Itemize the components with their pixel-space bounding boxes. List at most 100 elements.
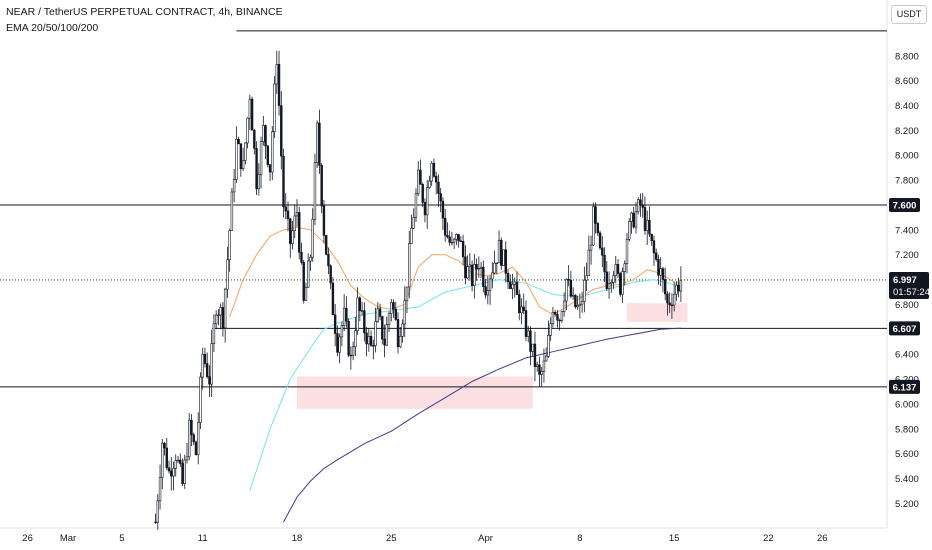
candle-body-227 (663, 279, 667, 295)
candle-body-155 (502, 249, 505, 266)
price-tick-5: 7.800 (895, 176, 919, 187)
candle-body-73 (318, 122, 321, 166)
candle-body-106 (392, 302, 395, 310)
candle-body-123 (430, 162, 433, 182)
time-tick-8: 15 (669, 533, 680, 544)
candle-body-113 (408, 243, 411, 288)
candle-body-77 (327, 254, 330, 267)
candle-body-214 (634, 211, 638, 228)
candle-body-16 (190, 419, 193, 436)
time-tick-4: 18 (292, 533, 303, 544)
candle-body-67 (304, 286, 308, 301)
candle-body-189 (578, 303, 582, 306)
candle-body-179 (556, 314, 559, 321)
price-tick-8: 7.200 (895, 250, 919, 261)
candle-body-217 (641, 204, 644, 208)
candle-body-27 (214, 314, 218, 325)
candle-body-72 (315, 122, 319, 163)
price-tick-0: 8.800 (895, 51, 919, 62)
candle-body-199 (601, 247, 604, 256)
candle-body-56 (280, 105, 283, 157)
candle-body-184 (567, 279, 570, 281)
candle-body-186 (571, 294, 575, 297)
currency-button[interactable]: USDT (891, 5, 927, 24)
candle-body-185 (569, 279, 573, 297)
candle-body-51 (268, 164, 272, 173)
candle-body-81 (336, 333, 339, 353)
candle-body-105 (390, 302, 393, 314)
candle-body-219 (646, 219, 649, 231)
price-tick-1: 8.600 (895, 76, 919, 87)
candle-body-85 (345, 307, 348, 322)
candle-body-111 (403, 300, 406, 325)
candle-body-99 (376, 308, 380, 322)
candle-body-7 (170, 470, 173, 477)
price-tick-7: 7.400 (895, 225, 919, 236)
candle-body-22 (203, 353, 207, 364)
candle-body-110 (401, 323, 404, 337)
demand-zones (296, 303, 688, 409)
candle-body-0 (154, 521, 157, 524)
candle-body-143 (475, 263, 478, 270)
candle-body-194 (589, 244, 593, 251)
candle-body-26 (212, 323, 216, 344)
candle-body-53 (273, 83, 276, 133)
candle-body-215 (637, 199, 640, 212)
zone-1 (627, 303, 688, 322)
candle-body-43 (250, 98, 254, 131)
candle-body-8 (172, 468, 175, 477)
candle-body-131 (448, 236, 451, 243)
candle-body-33 (228, 230, 231, 261)
candle-body-221 (650, 233, 653, 242)
price-tick-3: 8.200 (895, 126, 919, 137)
time-axis[interactable]: 26 Mar 5 11 18 25 Apr 8 15 22 26 (22, 533, 827, 544)
candle-body-142 (473, 263, 476, 286)
candle-body-196 (594, 206, 597, 224)
symbol-title[interactable]: NEAR / TetherUS PERPETUAL CONTRACT, 4h, … (6, 6, 283, 18)
candle-body-212 (630, 212, 633, 222)
candle-body-52 (271, 131, 274, 173)
candle-body-233 (677, 284, 680, 292)
candle-body-181 (560, 311, 564, 321)
candle-body-171 (538, 364, 541, 375)
candle-body-193 (587, 249, 591, 276)
candle-body-19 (197, 422, 200, 456)
candle-body-128 (441, 200, 445, 219)
candle-body-90 (356, 297, 359, 332)
candle-body-2 (158, 477, 162, 502)
candle-body-97 (372, 345, 375, 347)
candle-body-44 (253, 129, 256, 149)
price-tick-4: 8.000 (895, 151, 919, 162)
candle-body-37 (237, 138, 240, 145)
candle-body-203 (610, 282, 613, 284)
level-label-1: 7.600 (893, 200, 917, 211)
level-label-bg-1 (889, 197, 920, 212)
zone-0 (296, 376, 533, 409)
candle-body-95 (367, 335, 371, 345)
candle-body-144 (477, 268, 481, 270)
candle-body-64 (298, 212, 301, 253)
current-price-label-bg (889, 271, 929, 299)
candle-body-192 (585, 275, 588, 281)
candle-body-168 (531, 343, 534, 352)
indicator-legend[interactable]: EMA 20/50/100/200 (6, 22, 99, 34)
price-tick-17: 5.400 (895, 474, 919, 485)
price-tick-15: 5.800 (895, 424, 919, 435)
candle-body-36 (235, 138, 238, 180)
candle-body-198 (598, 232, 602, 249)
candle-body-42 (248, 98, 252, 119)
candle-body-35 (232, 179, 236, 193)
candle-body-12 (181, 463, 184, 484)
candle-body-49 (264, 125, 267, 147)
candle-body-104 (387, 313, 391, 325)
candle-body-55 (277, 63, 281, 106)
price-tick-14: 6.000 (895, 399, 919, 410)
candle-body-129 (443, 217, 447, 236)
candle-body-148 (486, 290, 490, 296)
candle-body-216 (639, 199, 642, 206)
candle-body-124 (432, 162, 436, 177)
candle-body-100 (378, 308, 382, 317)
candle-body-34 (230, 191, 234, 231)
